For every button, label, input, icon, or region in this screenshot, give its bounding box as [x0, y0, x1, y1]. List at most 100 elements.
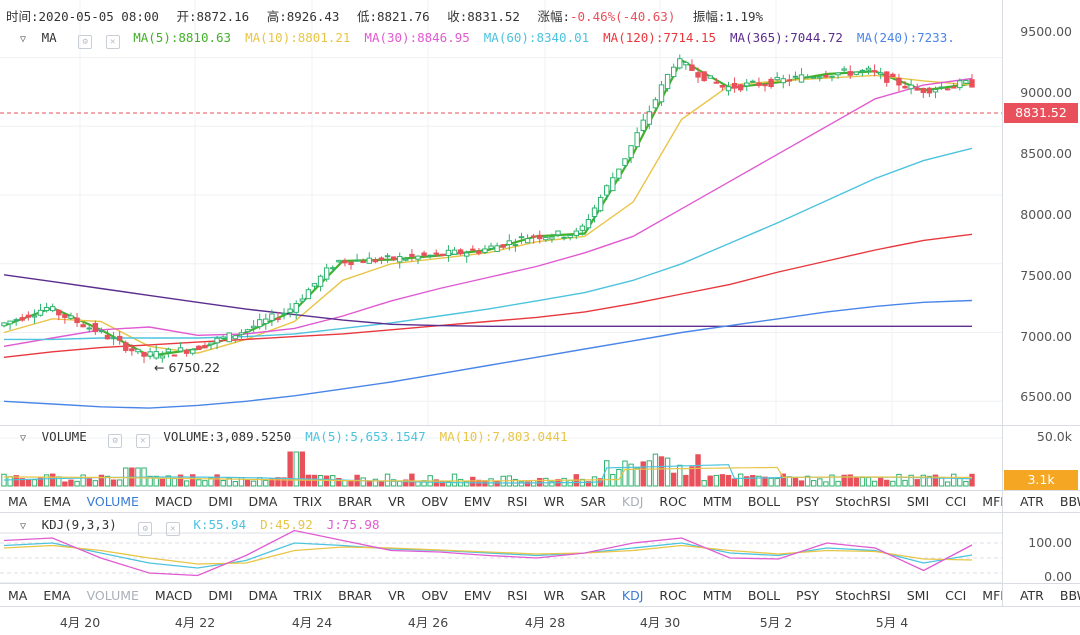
indicator-tab-vr[interactable]: VR — [388, 493, 406, 509]
indicator-tab-obv[interactable]: OBV — [421, 587, 448, 603]
indicator-tab-emv[interactable]: EMV — [463, 587, 492, 603]
indicator-tab-trix[interactable]: TRIX — [293, 587, 323, 603]
indicator-tab-dma[interactable]: DMA — [248, 493, 278, 509]
volume-bar — [683, 474, 689, 487]
indicator-tab-boll[interactable]: BOLL — [747, 587, 781, 603]
settings-icon[interactable]: ⚙ — [138, 522, 153, 536]
indicator-tab-roc[interactable]: ROC — [659, 587, 687, 603]
price-axis-label: 7500.00 — [1020, 268, 1072, 283]
time-readout: 时间:2020-05-05 08:00 — [6, 9, 159, 24]
volume-pane[interactable]: ▽ VOLUME ⚙ ✕ VOLUME:3,089.5250 MA(5):5,65… — [0, 426, 1080, 490]
indicator-tab-dmi[interactable]: DMI — [208, 493, 233, 509]
candle — [323, 263, 330, 282]
indicator-tab-mtm[interactable]: MTM — [702, 587, 732, 603]
candle — [963, 79, 969, 85]
indicator-tab-atr[interactable]: ATR — [1019, 493, 1044, 509]
indicator-tab-kdj[interactable]: KDJ — [621, 587, 644, 603]
indicator-tab-mfi[interactable]: MFI — [982, 587, 1004, 603]
volume-last-tag: 3.1k — [1004, 470, 1078, 490]
indicator-tab-smi[interactable]: SMI — [906, 587, 930, 603]
indicator-tab-stochrsi[interactable]: StochRSI — [835, 493, 891, 509]
volume-bar — [610, 473, 616, 487]
indicator-tab-ma[interactable]: MA — [8, 493, 28, 509]
indicator-tab-rsi[interactable]: RSI — [507, 587, 528, 603]
candle — [68, 312, 74, 320]
indicator-tab-sar[interactable]: SAR — [580, 493, 606, 509]
indicator-tab-ema[interactable]: EMA — [43, 493, 71, 509]
price-axis-label: 9000.00 — [1020, 85, 1072, 100]
indicator-tab-ma[interactable]: MA — [8, 587, 28, 603]
indicator-tab-volume[interactable]: VOLUME — [86, 587, 139, 603]
volume-bar — [664, 457, 671, 487]
indicator-tab-sar[interactable]: SAR — [580, 587, 606, 603]
settings-icon[interactable]: ⚙ — [108, 434, 123, 448]
indicator-tab-trix[interactable]: TRIX — [293, 493, 323, 509]
indicator-tab-bbw[interactable]: BBW — [1059, 587, 1080, 603]
kdj-chart[interactable] — [0, 513, 1080, 583]
ma-legend-item: MA(10):8801.21 — [245, 30, 351, 45]
indicator-tab-smi[interactable]: SMI — [906, 493, 930, 509]
indicator-tab-mtm[interactable]: MTM — [702, 493, 732, 509]
time-axis-label: 4月 26 — [407, 615, 449, 630]
indicator-tab-bar-volume: MA EMA VOLUME MACD DMI DMA TRIX BRAR VR OBV EMV RSI… — [0, 490, 1080, 512]
indicator-tab-ema[interactable]: EMA — [43, 587, 71, 603]
volume-bar — [804, 475, 811, 487]
kdj-pane[interactable]: ▽ KDJ(9,3,3) ⚙ ✕ K:55.94 D:45.92 J:75.98 1… — [0, 513, 1080, 584]
indicator-tab-stochrsi[interactable]: StochRSI — [835, 587, 891, 603]
volume-bar — [323, 475, 330, 487]
candle — [159, 351, 165, 363]
candle — [397, 252, 403, 269]
collapse-chevron-icon[interactable]: ▽ — [20, 521, 27, 532]
candlestick-chart[interactable] — [0, 0, 1080, 425]
ma-indicator-name: MA — [41, 30, 57, 45]
price-pane[interactable]: 时间:2020-05-05 08:00 开:8872.16 高:8926.43 … — [0, 0, 1080, 425]
amplitude-readout: 振幅:1.19% — [692, 9, 764, 24]
candle — [153, 345, 159, 360]
indicator-tab-brar[interactable]: BRAR — [338, 587, 373, 603]
candle — [238, 329, 245, 341]
indicator-tab-vr[interactable]: VR — [388, 587, 406, 603]
indicator-tab-bbw[interactable]: BBW — [1059, 493, 1080, 509]
indicator-tab-kdj[interactable]: KDJ — [621, 493, 644, 509]
volume-chart[interactable] — [0, 426, 1080, 490]
candle — [914, 83, 920, 91]
volume-bar — [244, 479, 251, 487]
indicator-tab-macd[interactable]: MACD — [154, 587, 193, 603]
indicator-tab-rsi[interactable]: RSI — [507, 493, 528, 509]
volume-bar — [744, 476, 750, 487]
close-icon[interactable]: ✕ — [105, 35, 120, 49]
indicator-tab-roc[interactable]: ROC — [659, 493, 687, 509]
volume-bar — [963, 480, 969, 487]
indicator-tab-cci[interactable]: CCI — [945, 493, 967, 509]
indicator-tab-psy[interactable]: PSY — [796, 493, 820, 509]
candle — [713, 78, 720, 84]
indicator-tab-dmi[interactable]: DMI — [208, 587, 233, 603]
indicator-tab-wr[interactable]: WR — [543, 493, 565, 509]
indicator-tab-psy[interactable]: PSY — [796, 587, 820, 603]
ma-legend-item: MA(60):8340.01 — [483, 30, 590, 45]
indicator-tab-obv[interactable]: OBV — [421, 493, 448, 509]
settings-icon[interactable]: ⚙ — [78, 35, 93, 49]
indicator-tab-volume[interactable]: VOLUME — [86, 493, 139, 509]
candle — [384, 253, 391, 264]
candle — [403, 256, 409, 262]
collapse-chevron-icon[interactable]: ▽ — [20, 34, 27, 45]
volume-bar — [287, 451, 293, 487]
indicator-tab-dma[interactable]: DMA — [248, 587, 278, 603]
indicator-tab-cci[interactable]: CCI — [945, 587, 967, 603]
indicator-tab-macd[interactable]: MACD — [154, 493, 193, 509]
close-icon[interactable]: ✕ — [165, 522, 180, 536]
indicator-tab-emv[interactable]: EMV — [463, 493, 492, 509]
candle — [865, 65, 872, 75]
ma-line-5 — [3, 233, 973, 358]
volume-bar — [19, 478, 25, 487]
volume-bar — [859, 477, 866, 487]
indicator-tab-mfi[interactable]: MFI — [982, 493, 1004, 509]
volume-bar — [847, 474, 853, 487]
close-icon[interactable]: ✕ — [135, 434, 150, 448]
indicator-tab-atr[interactable]: ATR — [1019, 587, 1044, 603]
indicator-tab-wr[interactable]: WR — [543, 587, 565, 603]
indicator-tab-boll[interactable]: BOLL — [747, 493, 781, 509]
collapse-chevron-icon[interactable]: ▽ — [20, 433, 27, 444]
indicator-tab-brar[interactable]: BRAR — [338, 493, 373, 509]
